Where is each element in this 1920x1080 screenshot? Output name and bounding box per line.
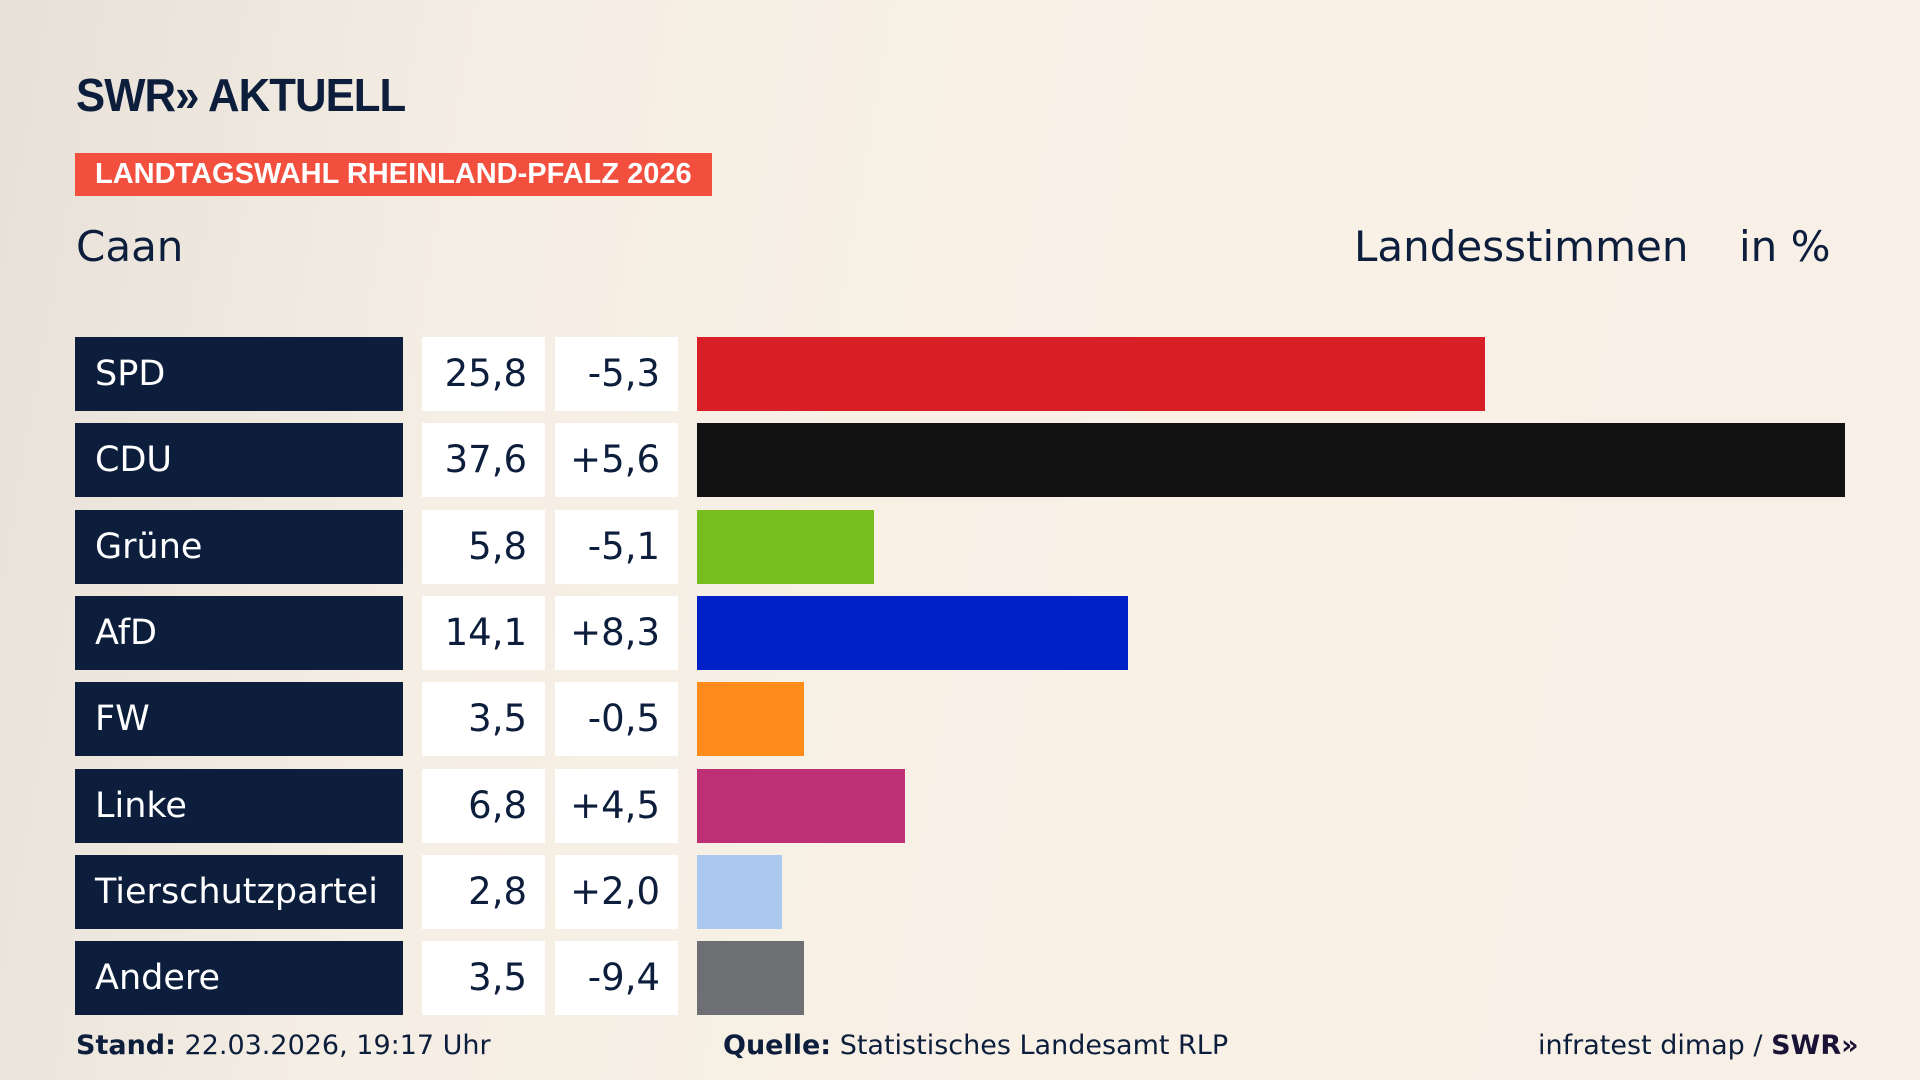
vote-change-value: +5,6: [555, 423, 678, 498]
party-row: CDU 37,6 +5,6: [75, 423, 1875, 498]
party-label: CDU: [75, 423, 403, 498]
vote-share-value: 37,6: [422, 423, 545, 498]
vote-change-value: +8,3: [555, 595, 678, 670]
source-info: Quelle: Statistisches Landesamt RLP: [723, 1030, 1228, 1061]
swr-aktuell-logo: SWR» AKTUELL: [76, 69, 406, 121]
party-label: Linke: [75, 768, 403, 843]
party-bar: [697, 423, 1845, 498]
vote-share-value: 3,5: [422, 682, 545, 757]
measure-label: Landesstimmen: [1354, 222, 1689, 271]
vote-change-value: -5,1: [555, 509, 678, 584]
vote-share-value: 14,1: [422, 595, 545, 670]
party-label: Grüne: [75, 509, 403, 584]
stand-value: 22.03.2026, 19:17 Uhr: [184, 1030, 491, 1061]
vote-share-value: 3,5: [422, 941, 545, 1016]
party-bar: [697, 595, 1128, 670]
party-row: SPD 25,8 -5,3: [75, 337, 1875, 411]
source-value: Statistisches Landesamt RLP: [839, 1030, 1229, 1061]
party-row: FW 3,5 -0,5: [75, 682, 1875, 757]
party-bar: [697, 509, 875, 584]
vote-change-value: +4,5: [555, 768, 678, 843]
party-bar: [697, 941, 804, 1016]
vote-share-value: 25,8: [422, 337, 545, 411]
vote-change-value: -0,5: [555, 682, 678, 757]
credit: infratest dimap / SWR»: [1538, 1030, 1859, 1061]
vote-share-value: 5,8: [422, 509, 545, 584]
stand-label: Stand:: [76, 1030, 176, 1061]
vote-change-value: -5,3: [555, 337, 678, 411]
party-row: Grüne 5,8 -5,1: [75, 509, 1875, 584]
party-row: Tierschutzpartei 2,8 +2,0: [75, 854, 1875, 929]
vote-share-value: 6,8: [422, 768, 545, 843]
municipality-title: Caan: [76, 222, 184, 271]
party-row: AfD 14,1 +8,3: [75, 595, 1875, 670]
source-label: Quelle:: [723, 1030, 832, 1061]
party-label: Tierschutzpartei: [75, 854, 403, 929]
swr-logo: SWR»: [1771, 1030, 1859, 1061]
party-bar: [697, 682, 804, 757]
party-label: FW: [75, 682, 403, 757]
party-label: AfD: [75, 595, 403, 670]
party-row: Andere 3,5 -9,4: [75, 941, 1875, 1016]
credit-text: infratest dimap /: [1538, 1030, 1772, 1061]
unit-label: in %: [1739, 222, 1831, 271]
party-bar: [697, 337, 1485, 411]
election-banner: LANDTAGSWAHL RHEINLAND-PFALZ 2026: [75, 153, 712, 196]
vote-change-value: -9,4: [555, 941, 678, 1016]
stand-info: Stand: 22.03.2026, 19:17 Uhr: [76, 1030, 491, 1061]
vote-share-value: 2,8: [422, 854, 545, 929]
party-bar: [697, 768, 905, 843]
party-label: Andere: [75, 941, 403, 1016]
party-bar: [697, 854, 783, 929]
party-row: Linke 6,8 +4,5: [75, 768, 1875, 843]
party-label: SPD: [75, 337, 403, 411]
vote-change-value: +2,0: [555, 854, 678, 929]
